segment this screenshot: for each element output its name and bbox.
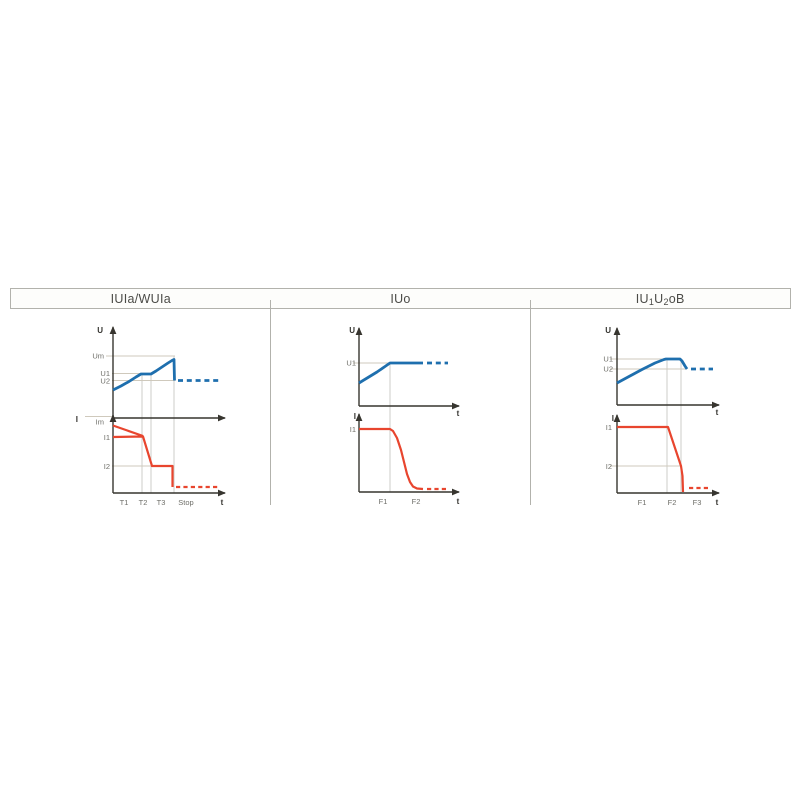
panel-iuo: U U1 I I1 F1 F2 t t — [346, 326, 460, 506]
axis-arrow-icon — [712, 401, 720, 409]
header-text: IUIa/WUIa — [110, 291, 172, 306]
t-axis-label-upper: t — [457, 409, 460, 418]
level-label-u1: U1 — [346, 359, 356, 368]
level-label-u2: U2 — [603, 365, 613, 374]
i-curve — [617, 425, 685, 493]
i-axis-label: I — [76, 415, 78, 424]
level-label-i1: I1 — [606, 423, 612, 432]
panel-divider-1 — [270, 300, 271, 505]
phase-label-f2: F2 — [412, 497, 421, 506]
header-col-0: IUIa/WUIa — [11, 289, 271, 308]
axis-arrow-icon — [613, 414, 621, 422]
panel-divider-2 — [530, 300, 531, 505]
header-subscript: 1 — [648, 296, 655, 307]
level-label-u1: U1 — [100, 369, 110, 378]
u-curve — [616, 357, 689, 385]
phase-label-t1: T1 — [120, 498, 129, 507]
t-axis-label-upper: t — [716, 408, 719, 417]
type-header-bar: IUIa/WUIa IUo IU 1 U 2 oB — [10, 288, 791, 309]
header-text: oB — [668, 291, 685, 306]
phase-label-f2: F2 — [668, 498, 677, 507]
header-subscript: 2 — [663, 296, 669, 307]
u-axis-label: U — [97, 326, 103, 335]
level-label-um: Um — [92, 352, 104, 361]
i-curve-wuia — [112, 424, 144, 438]
u-axis-label: U — [349, 326, 355, 335]
phase-label-f1: F1 — [638, 498, 647, 507]
header-col-2: IU 1 U 2 oB — [530, 289, 790, 308]
header-text: U — [654, 291, 664, 306]
axis-arrow-icon — [452, 402, 460, 410]
phase-label-t3: T3 — [157, 498, 166, 507]
header-col-1: IUo — [271, 289, 531, 308]
t-axis-label: t — [221, 498, 224, 507]
axis-arrow-icon — [355, 327, 363, 335]
t-axis-label: t — [716, 498, 719, 507]
level-label-i1: I1 — [104, 433, 110, 442]
phase-label-f1: F1 — [379, 497, 388, 506]
phase-label-f3: F3 — [693, 498, 702, 507]
header-text: IUo — [390, 291, 411, 306]
axis-arrow-icon — [355, 413, 363, 421]
i-curve-iuia — [112, 435, 174, 487]
i-curve — [359, 427, 424, 491]
i-axis-label: I — [354, 412, 356, 421]
axis-arrow-icon — [109, 326, 117, 334]
level-label-i2: I2 — [606, 462, 612, 471]
header-text: IU — [635, 291, 649, 306]
level-label-i1: I1 — [350, 425, 356, 434]
axis-arrow-icon — [452, 488, 460, 496]
t-axis-label: t — [457, 497, 460, 506]
level-label-i2: I2 — [104, 462, 110, 471]
phase-label-stop: Stop — [178, 498, 193, 507]
level-label-u2: U2 — [100, 377, 110, 386]
u-curve — [358, 361, 423, 385]
axis-arrow-icon — [712, 489, 720, 497]
axis-arrow-icon — [218, 489, 226, 497]
level-label-im: Im — [96, 418, 104, 427]
u-curve — [112, 358, 176, 392]
u-axis-label: U — [605, 326, 611, 335]
axis-arrow-icon — [613, 327, 621, 335]
axis-arrow-icon — [109, 414, 117, 422]
level-label-u1: U1 — [603, 355, 613, 364]
i-axis-label: I — [612, 414, 614, 423]
axis-arrow-icon — [218, 414, 226, 422]
phase-label-t2: T2 — [139, 498, 148, 507]
